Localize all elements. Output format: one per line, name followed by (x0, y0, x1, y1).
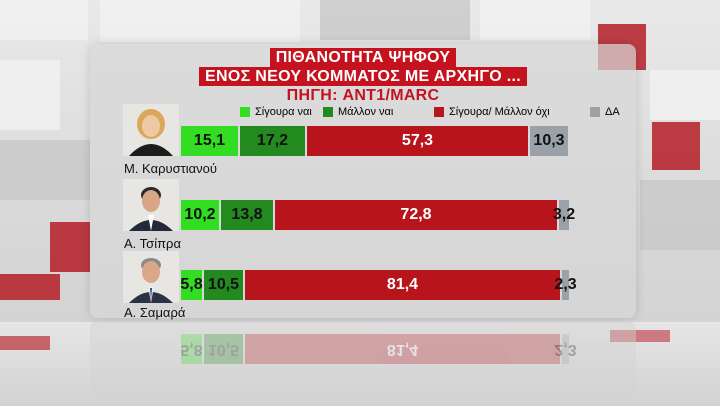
row-label-karystianou: Μ. Καρυστιανού (124, 161, 217, 176)
bar-value-label: 81,4 (386, 276, 419, 293)
bar-value-label: 10,3 (533, 132, 565, 149)
legend-item: Μάλλον ναι (323, 106, 393, 118)
bar-segment: 3,2 (553, 200, 575, 230)
title-line-2: ΕΝΟΣ ΝΕΟΥ ΚΟΜΜΑΤΟΣ ΜΕ ΑΡΧΗΓΟ ... (199, 67, 527, 86)
row-label-tsipras: Α. Τσίπρα (124, 236, 181, 251)
chart-title: ΠΙΘΑΝΟΤΗΤΑ ΨΗΦΟΥ ΕΝΟΣ ΝΕΟΥ ΚΟΜΜΑΤΟΣ ΜΕ Α… (90, 48, 636, 105)
bar-value-label: 10,2 (184, 206, 216, 223)
bar-segment: 72,8 (275, 200, 557, 230)
bar-segment: 13,8 (221, 200, 273, 230)
bar-value-label: 10,5 (207, 276, 240, 293)
bar-reflection: 10,5 (204, 334, 243, 364)
bar-segment: 2,3 (554, 270, 577, 300)
legend-swatch (434, 107, 444, 117)
bar-reflection: 5,8 (180, 334, 203, 364)
bar-segment: 15,1 (181, 126, 238, 156)
bar-segment: 57,3 (307, 126, 528, 156)
legend-swatch (590, 107, 600, 117)
bar-value-label: 10,5 (207, 341, 240, 358)
bar-segment: 10,2 (181, 200, 219, 230)
photo-karystianou (123, 104, 179, 156)
bar-value-label: 2,3 (554, 276, 577, 293)
bar-reflection: 2,3 (554, 334, 577, 364)
legend-label: Σίγουρα/ Μάλλον όχι (449, 106, 550, 118)
bar-segment: 81,4 (245, 270, 560, 300)
legend-swatch (240, 107, 250, 117)
legend-item: Σίγουρα ναι (240, 106, 312, 118)
bar-value-label: 57,3 (401, 132, 434, 149)
bar-reflection: 81,4 (245, 334, 560, 364)
legend-label: ΔΑ (605, 106, 620, 118)
legend-label: Μάλλον ναι (338, 106, 394, 118)
bar-segment: 17,2 (240, 126, 305, 156)
photo-tsipras (123, 179, 179, 231)
bar-value-label: 17,2 (256, 132, 289, 149)
row-label-samaras: Α. Σαμαρά (124, 305, 186, 320)
photo-samaras (123, 251, 179, 303)
legend-item: Σίγουρα/ Μάλλον όχι (434, 106, 550, 118)
bar-value-label: 15,1 (193, 132, 226, 149)
source-label: ΠΗΓΗ: ANT1/MARC (286, 87, 440, 104)
bar-value-label: 81,4 (386, 341, 419, 358)
bar-value-label: 5,8 (180, 341, 203, 358)
bar-segment: 10,5 (204, 270, 243, 300)
legend-label: Σίγουρα ναι (255, 106, 312, 118)
bar-segment: 10,3 (530, 126, 568, 156)
bar-value-label: 13,8 (231, 206, 263, 223)
bar-segment: 5,8 (180, 270, 203, 300)
legend-item: ΔΑ (590, 106, 620, 118)
bar-value-label: 5,8 (180, 276, 203, 293)
bar-value-label: 3,2 (552, 206, 576, 223)
bar-value-label: 72,8 (400, 206, 432, 223)
bar-value-label: 2,3 (554, 341, 577, 358)
title-line-1: ΠΙΘΑΝΟΤΗΤΑ ΨΗΦΟΥ (269, 48, 457, 67)
legend-swatch (323, 107, 333, 117)
panel-reflection (90, 322, 636, 400)
